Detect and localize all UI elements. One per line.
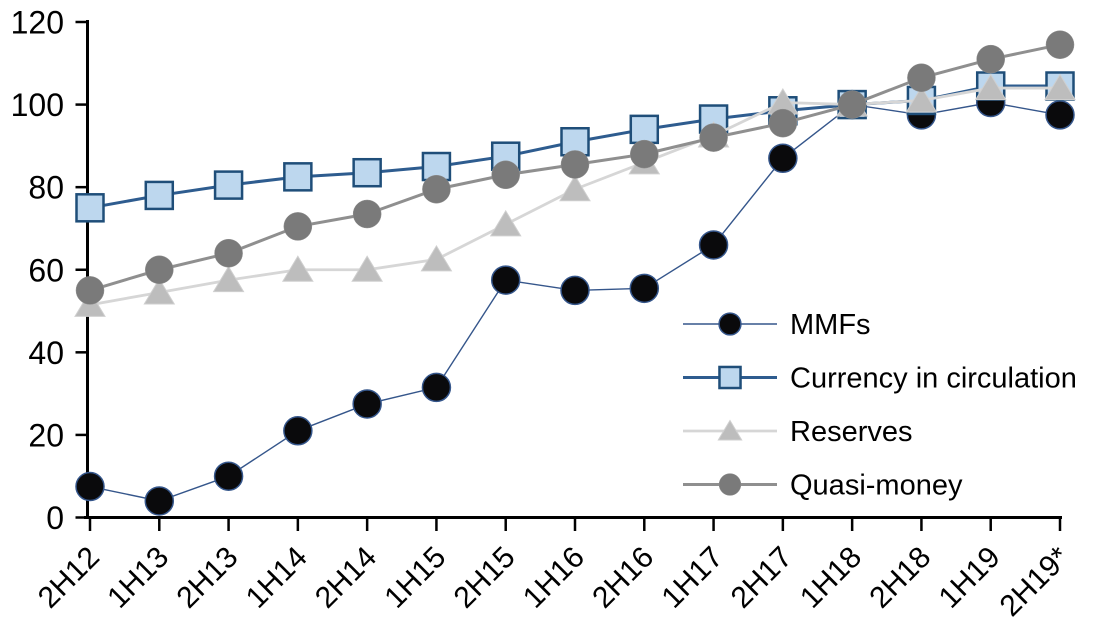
marker-legend-reserves [717,419,743,441]
x-axis-label: 2H13 [170,541,244,615]
marker-legend-currency-in-circulation [718,365,742,390]
legend-label-reserves: Reserves [790,416,913,448]
legend-item-reserves: Reserves [683,416,913,448]
marker-mmfs [213,461,244,491]
marker-reserves [143,277,176,305]
marker-mmfs [490,265,521,295]
marker-mmfs [629,273,660,304]
x-axis-label: 1H14 [240,541,314,615]
legend-label-mmfs: MMFs [790,309,871,341]
y-axis-label: 40 [28,335,64,371]
marker-mmfs [144,486,175,516]
marker-currency-in-circulation [629,114,660,145]
marker-mmfs [283,416,313,446]
marker-mmfs [768,143,798,174]
marker-quasi-money [75,276,105,305]
marker-quasi-money [491,160,520,190]
marker-quasi-money [214,238,243,268]
marker-quasi-money [145,255,174,284]
y-axis-label: 120 [11,5,64,41]
marker-currency-in-circulation [213,170,244,200]
marker-quasi-money [1045,30,1075,59]
marker-mmfs [560,275,590,306]
marker-quasi-money [283,212,313,241]
legend-label-currency-in-circulation: Currency in circulation [790,363,1077,395]
marker-reserves [489,209,522,237]
marker-quasi-money [699,123,728,152]
legend-item-quasi-money: Quasi-money [683,470,963,502]
legend: MMFs Currency in circulation Reserves Quasi… [683,309,1077,502]
marker-quasi-money [560,150,590,179]
marker-quasi-money [907,63,936,92]
y-axis-label: 80 [28,170,64,206]
marker-reserves [905,85,938,113]
marker-currency-in-circulation [283,162,313,192]
marker-quasi-money [768,108,798,138]
x-axis-label: 2H16 [586,541,660,615]
marker-reserves [212,265,245,293]
marker-currency-in-circulation [352,157,382,188]
marker-quasi-money [837,90,867,119]
marker-reserves [420,244,453,272]
marker-currency-in-circulation [75,193,105,223]
legend-label-quasi-money: Quasi-money [790,470,963,502]
marker-reserves [281,255,314,282]
marker-reserves [974,73,1007,101]
marker-quasi-money [352,199,382,229]
marker-quasi-money [422,174,451,204]
marker-legend-mmfs [718,312,742,336]
marker-mmfs [698,230,729,260]
marker-quasi-money [630,139,659,169]
legend-item-currency-in-circulation: Currency in circulation [683,363,1077,395]
marker-reserves [559,174,591,202]
x-axis-label: 1H13 [101,541,175,615]
x-axis-label: 1H18 [794,541,868,615]
series-quasi-money [75,30,1075,305]
marker-legend-quasi-money [718,473,742,496]
x-axis-label: 1H16 [517,541,591,615]
x-axis-label: 2H18 [863,541,937,615]
y-axis-label: 60 [28,252,64,288]
x-axis-label: 1H15 [378,541,452,615]
marker-mmfs [1045,100,1075,130]
x-axis-label: 2H14 [309,541,383,615]
x-axis-label: 1H17 [655,541,729,615]
marker-mmfs [421,372,452,403]
marker-mmfs [75,471,105,502]
marker-reserves [351,255,384,282]
x-axis-label: 2H12 [32,541,106,615]
y-axis-label: 100 [11,87,64,123]
marker-reserves [1044,73,1076,101]
x-axis-label: 2H19* [994,540,1077,623]
x-axis-label: 1H19 [933,541,1007,615]
marker-currency-in-circulation [144,180,175,211]
legend-item-mmfs: MMFs [683,309,871,341]
x-axis-label: 2H17 [725,541,799,615]
marker-quasi-money [976,44,1005,74]
marker-mmfs [352,389,382,419]
y-axis-label: 0 [46,500,64,536]
x-axis-label: 2H15 [448,541,522,615]
y-axis-label: 20 [28,417,64,453]
